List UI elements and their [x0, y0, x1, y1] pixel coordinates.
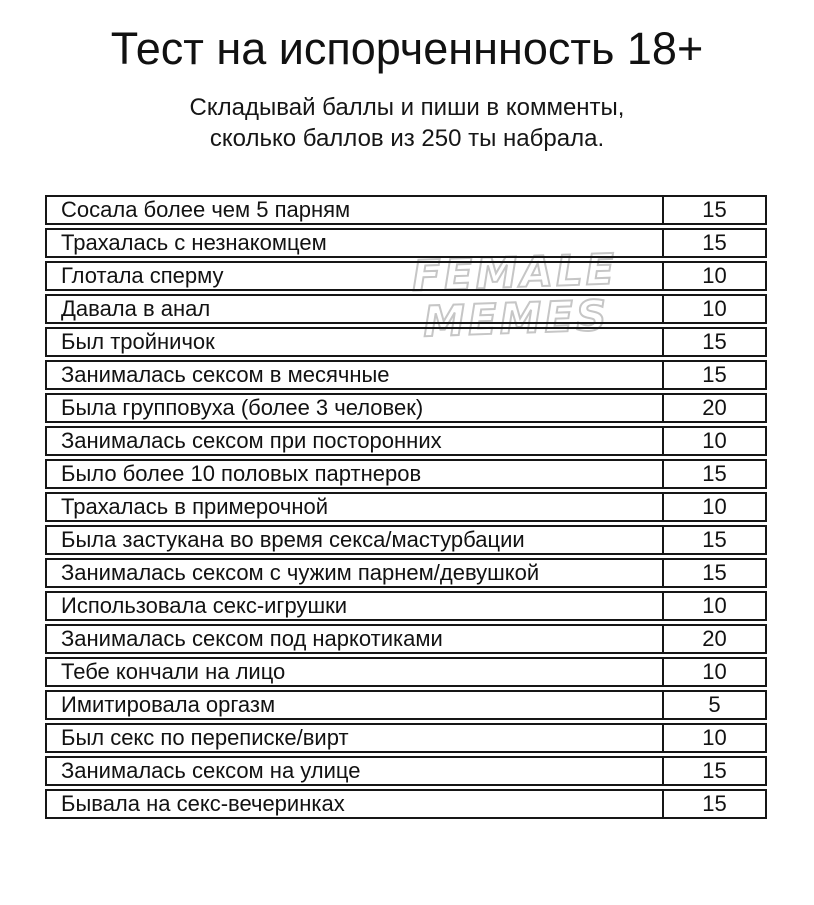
row-label: Трахалась с незнакомцем [61, 230, 327, 256]
row-points: 15 [662, 461, 765, 488]
row-points: 10 [662, 263, 765, 290]
row-points: 20 [662, 395, 765, 422]
page-title: Тест на испорченнность 18+ [110, 23, 704, 74]
table-row: Занималась сексом в месячные 15 [45, 360, 767, 391]
row-label: Был секс по переписке/вирт [61, 725, 349, 751]
row-points: 15 [662, 230, 765, 257]
table-row: Трахалась с незнакомцем 15 [45, 228, 767, 259]
row-label: Занималась сексом под наркотиками [61, 626, 443, 652]
subtitle-line-1: Складывай баллы и пиши в комменты, [189, 93, 625, 121]
table-row: Занималась сексом на улице 15 [45, 756, 767, 787]
row-points: 15 [662, 362, 765, 389]
table-row: Была групповуха (более 3 человек) 20 [45, 393, 767, 424]
row-points: 5 [662, 692, 765, 719]
row-label: Занималась сексом на улице [61, 758, 361, 784]
row-points: 10 [662, 593, 765, 620]
table-row: Имитировала оргазм 5 [45, 690, 767, 721]
table-row: Был секс по переписке/вирт 10 [45, 723, 767, 754]
table-row: Занималась сексом при посторонних 10 [45, 426, 767, 457]
quiz-table: Сосала более чем 5 парням 15 Трахалась с… [45, 195, 767, 820]
row-label: Глотала сперму [61, 263, 224, 289]
row-label: Занималась сексом при посторонних [61, 428, 442, 454]
row-label: Была застукана во время секса/мастурбаци… [61, 527, 525, 553]
row-points: 20 [662, 626, 765, 653]
table-row: Трахалась в примерочной 10 [45, 492, 767, 523]
row-label: Бывала на секс-вечеринках [61, 791, 345, 817]
table-row: Бывала на секс-вечеринках 15 [45, 789, 767, 820]
page-subtitle: Складывай баллы и пиши в комменты, сколь… [0, 92, 814, 156]
row-label: Было более 10 половых партнеров [61, 461, 422, 487]
row-points: 15 [662, 329, 765, 356]
row-label: Была групповуха (более 3 человек) [61, 395, 424, 421]
table-row: Занималась сексом с чужим парнем/девушко… [45, 558, 767, 589]
row-points: 10 [662, 494, 765, 521]
row-points: 15 [662, 791, 765, 818]
row-label: Трахалась в примерочной [61, 494, 329, 520]
table-row: Глотала сперму 10 [45, 261, 767, 292]
row-label: Тебе кончали на лицо [61, 659, 286, 685]
table-row: Использовала секс-игрушки 10 [45, 591, 767, 622]
table-row: Был тройничок 15 [45, 327, 767, 358]
row-label: Сосала более чем 5 парням [61, 197, 351, 223]
row-points: 10 [662, 725, 765, 752]
row-points: 15 [662, 527, 765, 554]
row-label: Давала в анал [61, 296, 211, 322]
row-label: Использовала секс-игрушки [61, 593, 348, 619]
row-points: 10 [662, 428, 765, 455]
table-row: Тебе кончали на лицо 10 [45, 657, 767, 688]
row-label: Имитировала оргазм [61, 692, 276, 718]
row-label: Занималась сексом с чужим парнем/девушко… [61, 560, 540, 586]
table-row: Занималась сексом под наркотиками 20 [45, 624, 767, 655]
row-points: 10 [662, 296, 765, 323]
row-label: Был тройничок [61, 329, 215, 355]
subtitle-line-2: сколько баллов из 250 ты набрала. [209, 125, 605, 153]
row-points: 15 [662, 197, 765, 224]
row-points: 10 [662, 659, 765, 686]
table-row: Было более 10 половых партнеров 15 [45, 459, 767, 490]
row-points: 15 [662, 758, 765, 785]
table-row: Была застукана во время секса/мастурбаци… [45, 525, 767, 556]
row-label: Занималась сексом в месячные [61, 362, 390, 388]
table-row: Сосала более чем 5 парням 15 [45, 195, 767, 226]
table-row: Давала в анал 10 [45, 294, 767, 325]
row-points: 15 [662, 560, 765, 587]
